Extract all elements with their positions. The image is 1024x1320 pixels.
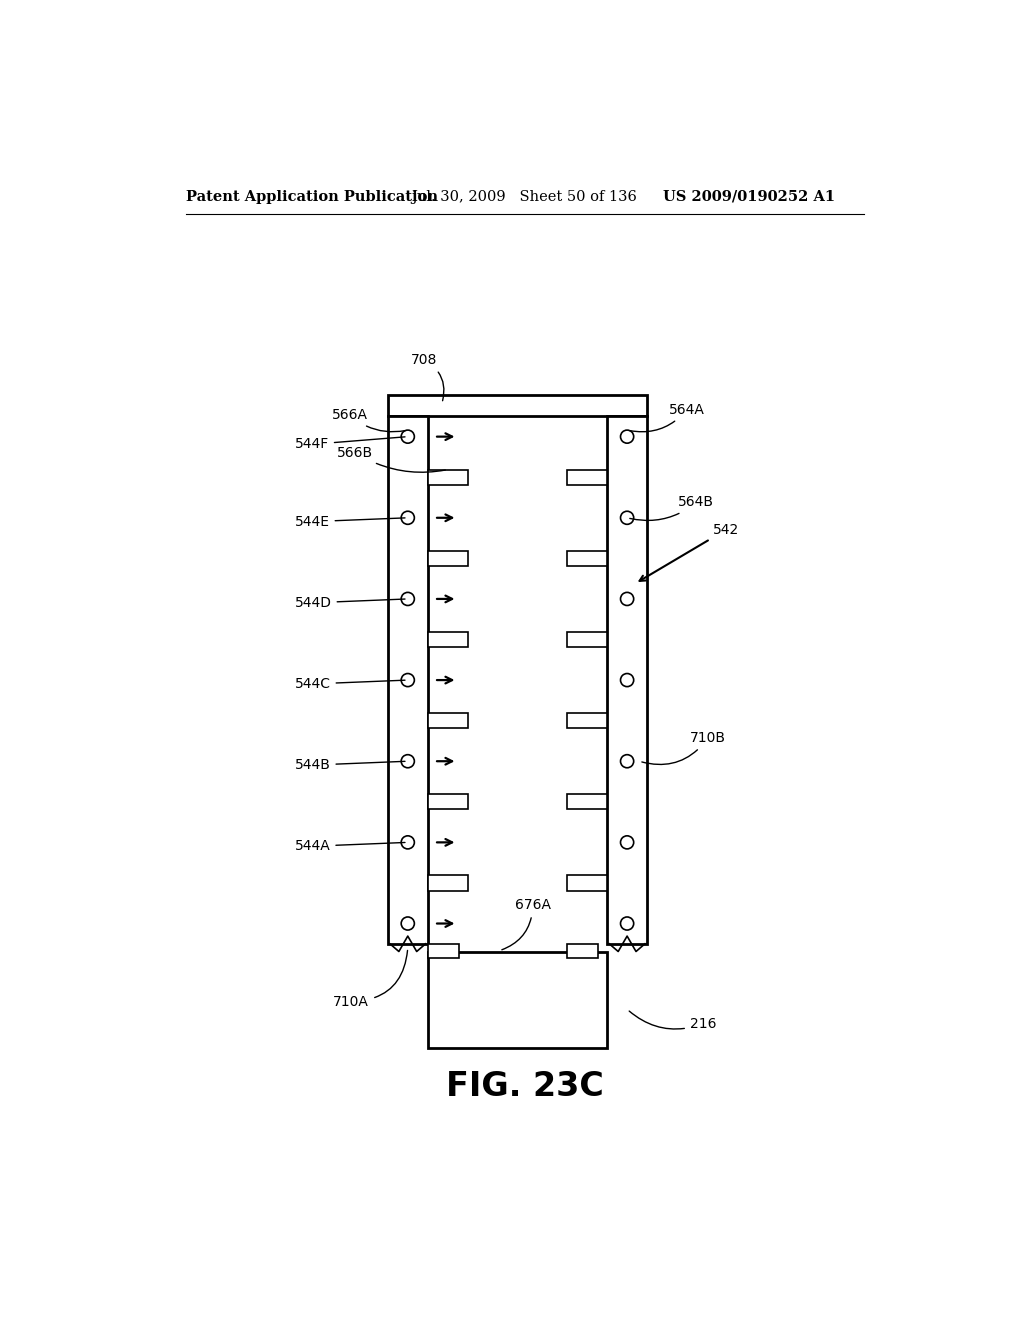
Text: 544C: 544C bbox=[295, 677, 406, 690]
Bar bbox=[428, 632, 468, 647]
Bar bbox=[566, 944, 598, 958]
Text: 544E: 544E bbox=[295, 515, 406, 528]
Bar bbox=[388, 395, 647, 416]
Circle shape bbox=[401, 430, 415, 444]
Text: 544F: 544F bbox=[295, 437, 406, 451]
Bar bbox=[428, 875, 468, 891]
Text: 708: 708 bbox=[411, 354, 444, 401]
Circle shape bbox=[621, 593, 634, 606]
Bar bbox=[566, 875, 607, 891]
Text: Jul. 30, 2009   Sheet 50 of 136: Jul. 30, 2009 Sheet 50 of 136 bbox=[411, 190, 637, 203]
Bar bbox=[566, 470, 607, 484]
Circle shape bbox=[621, 836, 634, 849]
Bar bbox=[566, 713, 607, 729]
Bar bbox=[428, 470, 468, 484]
Text: 710B: 710B bbox=[642, 731, 726, 764]
Circle shape bbox=[621, 511, 634, 524]
Bar bbox=[428, 550, 468, 566]
Bar bbox=[428, 952, 607, 1048]
Circle shape bbox=[401, 755, 415, 768]
Circle shape bbox=[401, 836, 415, 849]
Bar bbox=[428, 713, 468, 729]
Bar bbox=[428, 944, 459, 958]
Text: US 2009/0190252 A1: US 2009/0190252 A1 bbox=[663, 190, 835, 203]
Text: 544B: 544B bbox=[295, 758, 406, 772]
Text: FIG. 23C: FIG. 23C bbox=[445, 1069, 604, 1102]
Circle shape bbox=[621, 755, 634, 768]
Text: Patent Application Publication: Patent Application Publication bbox=[186, 190, 438, 203]
Circle shape bbox=[401, 673, 415, 686]
Text: 676A: 676A bbox=[502, 899, 551, 950]
Circle shape bbox=[401, 593, 415, 606]
Bar bbox=[388, 416, 428, 944]
Bar bbox=[566, 795, 607, 809]
Circle shape bbox=[401, 917, 415, 931]
Text: 542: 542 bbox=[640, 523, 739, 581]
Text: 216: 216 bbox=[629, 1011, 717, 1031]
Circle shape bbox=[621, 673, 634, 686]
Text: 544D: 544D bbox=[295, 595, 406, 610]
Bar bbox=[566, 550, 607, 566]
Text: 710A: 710A bbox=[334, 950, 408, 1008]
Text: 544A: 544A bbox=[295, 840, 406, 853]
Text: 564A: 564A bbox=[630, 403, 705, 432]
Bar bbox=[566, 632, 607, 647]
Circle shape bbox=[401, 511, 415, 524]
Text: 566B: 566B bbox=[337, 446, 445, 473]
Bar bbox=[428, 795, 468, 809]
Text: 566A: 566A bbox=[332, 408, 406, 432]
Circle shape bbox=[621, 917, 634, 931]
Circle shape bbox=[621, 430, 634, 444]
Text: 564B: 564B bbox=[630, 495, 715, 520]
Bar bbox=[607, 416, 647, 944]
